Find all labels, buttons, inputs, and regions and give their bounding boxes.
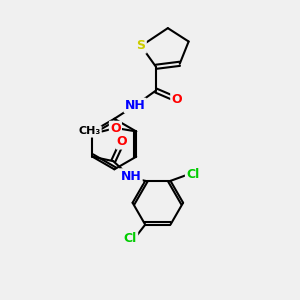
Text: Cl: Cl <box>124 232 137 244</box>
Text: NH: NH <box>125 99 146 112</box>
Text: O: O <box>117 135 128 148</box>
Text: S: S <box>136 40 146 52</box>
Text: CH₃: CH₃ <box>78 126 100 136</box>
Text: NH: NH <box>121 169 142 182</box>
Text: O: O <box>110 122 121 135</box>
Text: Cl: Cl <box>186 168 200 182</box>
Text: O: O <box>171 93 182 106</box>
